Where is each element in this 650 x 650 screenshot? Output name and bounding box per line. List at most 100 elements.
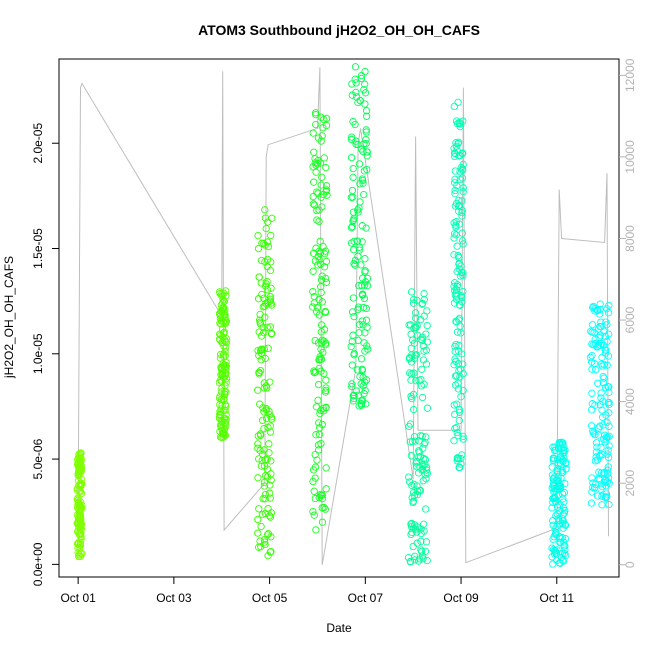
data-point xyxy=(262,224,270,233)
data-point xyxy=(74,548,82,557)
data-point xyxy=(597,389,605,397)
data-point xyxy=(588,320,597,329)
data-point xyxy=(260,424,268,433)
data-point xyxy=(268,329,276,337)
data-point xyxy=(358,222,366,230)
data-point xyxy=(363,152,371,160)
data-point xyxy=(551,494,559,502)
data-point xyxy=(321,307,329,316)
data-point xyxy=(217,371,225,379)
data-point xyxy=(267,258,275,266)
data-point xyxy=(348,361,356,369)
data-point xyxy=(601,438,609,446)
data-point xyxy=(453,242,461,250)
data-point xyxy=(258,456,266,465)
data-point xyxy=(256,310,264,319)
data-point xyxy=(222,411,230,419)
data-point xyxy=(218,369,227,377)
data-point xyxy=(452,217,460,226)
data-point xyxy=(356,373,364,381)
data-point xyxy=(312,120,320,129)
data-point xyxy=(267,476,275,484)
data-point xyxy=(264,552,272,560)
data-point xyxy=(549,545,558,554)
data-point xyxy=(349,164,357,173)
data-point xyxy=(595,424,603,432)
x-axis: Oct 01 Oct 03 Oct 05 Oct 07 Oct 09 Oct 11 xyxy=(60,577,574,605)
data-point xyxy=(220,361,228,369)
data-point xyxy=(605,398,613,407)
data-point xyxy=(257,356,265,364)
data-point xyxy=(349,118,357,126)
data-point xyxy=(254,529,262,537)
data-point xyxy=(314,396,322,404)
data-point xyxy=(362,136,370,144)
data-point xyxy=(451,424,459,433)
data-point xyxy=(322,485,330,493)
data-point xyxy=(76,544,84,552)
data-point xyxy=(453,428,461,437)
data-point xyxy=(322,257,331,266)
data-point xyxy=(561,460,570,468)
data-point xyxy=(593,456,601,464)
data-point xyxy=(598,501,606,509)
data-point xyxy=(254,231,262,240)
data-point xyxy=(604,453,613,462)
data-point xyxy=(598,492,606,500)
x-tick-label: Oct 07 xyxy=(348,591,384,605)
data-point xyxy=(265,440,273,448)
data-point xyxy=(551,446,559,455)
data-point xyxy=(217,301,226,309)
data-point xyxy=(459,435,467,443)
data-point xyxy=(419,520,428,528)
data-point xyxy=(412,377,420,385)
data-point xyxy=(314,446,323,454)
data-point xyxy=(361,386,369,395)
data-point xyxy=(256,320,265,328)
data-point xyxy=(312,403,321,411)
data-point xyxy=(415,453,423,461)
data-point xyxy=(268,415,276,423)
data-point xyxy=(315,295,323,304)
data-point xyxy=(561,520,569,529)
data-point xyxy=(405,354,414,362)
data-point xyxy=(266,513,275,521)
data-point xyxy=(254,346,262,355)
data-point xyxy=(266,293,275,301)
data-point xyxy=(597,318,605,326)
data-point xyxy=(603,493,611,501)
data-point xyxy=(549,454,557,462)
data-point xyxy=(452,139,460,147)
data-point xyxy=(216,319,224,327)
data-point xyxy=(264,242,272,251)
data-point xyxy=(76,450,85,458)
data-point xyxy=(450,149,459,157)
data-point xyxy=(596,331,605,339)
data-point xyxy=(309,200,317,208)
data-point xyxy=(598,353,606,362)
data-point xyxy=(319,404,327,412)
data-point xyxy=(417,315,425,324)
data-point xyxy=(359,321,367,329)
data-point xyxy=(407,376,415,384)
data-point xyxy=(349,173,357,182)
x-tick-label: Oct 11 xyxy=(540,591,575,605)
data-point xyxy=(267,231,275,240)
data-point xyxy=(596,305,604,314)
data-point xyxy=(458,206,467,215)
data-point xyxy=(310,511,318,519)
data-point xyxy=(355,321,364,329)
data-point xyxy=(76,458,84,467)
data-point xyxy=(219,433,227,441)
data-point xyxy=(315,217,323,226)
y-axis-right: 0 2000 4000 6000 8000 10000 12000 xyxy=(619,58,637,568)
data-point xyxy=(254,244,263,253)
data-point xyxy=(317,288,325,297)
data-point xyxy=(359,147,367,156)
point-cluster xyxy=(586,300,613,509)
y2-tick-label: 6000 xyxy=(623,306,637,333)
data-point xyxy=(423,404,432,412)
data-point xyxy=(603,450,611,458)
data-point xyxy=(266,266,275,275)
data-point xyxy=(406,369,414,377)
